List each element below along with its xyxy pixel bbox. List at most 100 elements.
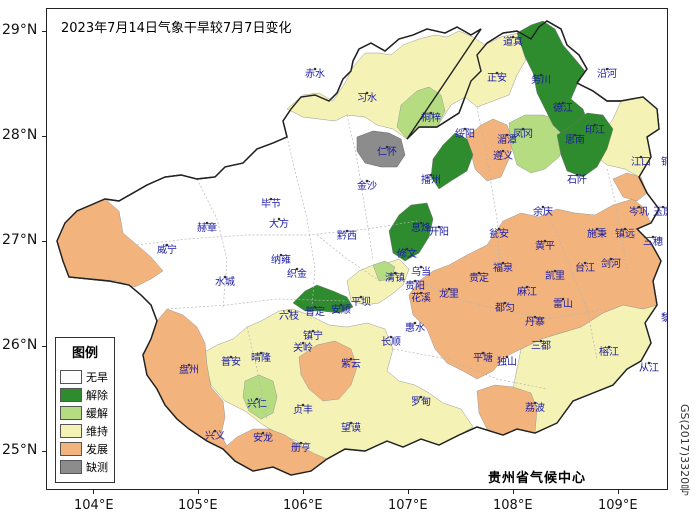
city-dot [277, 217, 281, 221]
city-label: 岑巩 [629, 206, 649, 218]
city-24: 岑巩 [629, 205, 649, 218]
city-dot [607, 345, 611, 349]
city-dot [623, 227, 627, 231]
city-32: 镇远 [615, 227, 635, 240]
city-dot [503, 301, 507, 305]
city-dot [437, 225, 441, 229]
city-label: 瓮安 [489, 227, 509, 240]
city-27: 大方 [269, 217, 289, 230]
city-label: 册亨 [291, 441, 311, 454]
city-dot [533, 315, 537, 319]
city-label: 都匀 [495, 302, 515, 314]
city-label: 纳雍 [271, 253, 291, 266]
lat-tick [42, 451, 46, 452]
city-label: 兴仁 [247, 398, 267, 410]
city-dot [349, 357, 353, 361]
city-dot [301, 403, 305, 407]
city-label: 织金 [287, 267, 307, 280]
city-label: 清镇 [385, 271, 405, 284]
city-label: 湄潭 [497, 134, 517, 146]
city-3: 沿河 [597, 67, 617, 80]
city-7: 绥阳 [455, 127, 475, 140]
city-dot [561, 101, 565, 105]
region-develop-east [408, 198, 662, 380]
city-78: 荔波 [525, 401, 545, 414]
city-48: 水城 [215, 275, 235, 288]
city-dot [389, 335, 393, 339]
city-label: 凤冈 [513, 128, 533, 140]
region-removed-kaiyang [388, 202, 434, 262]
city-57: 普定 [305, 305, 325, 318]
city-dot [213, 429, 217, 433]
city-label: 道真 [503, 35, 523, 48]
legend: 图例 无旱 解除 缓解 维持 发展 缺测 [55, 337, 115, 483]
city-dot [385, 145, 389, 149]
city-dot [413, 279, 417, 283]
city-dot [573, 133, 577, 137]
city-dot [647, 361, 651, 365]
legend-item-missing: 缺测 [60, 458, 114, 476]
legend-label: 缺测 [86, 461, 108, 474]
city-dot [651, 235, 655, 239]
city-dot [593, 123, 597, 127]
city-label: 关岭 [293, 341, 313, 354]
city-dot [561, 297, 565, 301]
city-dot [223, 275, 227, 279]
city-label: 晴隆 [251, 351, 271, 364]
lon-tick [93, 490, 94, 494]
city-label: 习水 [357, 92, 377, 104]
city-label: 安顺 [331, 303, 351, 316]
city-label: 罗甸 [411, 395, 431, 408]
city-20: 金沙 [357, 179, 377, 192]
city-label: 雷山 [553, 298, 573, 310]
city-dot [313, 67, 317, 71]
lon-label-108: 108°E [493, 498, 533, 513]
city-46: 剑河 [601, 257, 621, 270]
city-dot [295, 267, 299, 271]
city-dot [205, 221, 209, 225]
lat-tick [42, 346, 46, 347]
legend-label: 缓解 [86, 407, 108, 420]
city-25: 玉屏 [653, 205, 667, 218]
region-relief-zhenfeng [242, 374, 278, 420]
city-label: 普安 [221, 355, 241, 368]
city-41: 乌当 [411, 265, 431, 278]
city-37: 修文 [397, 247, 417, 260]
city-label: 荔波 [525, 401, 545, 414]
city-dot [553, 269, 557, 273]
city-label: 水城 [215, 276, 235, 288]
city-label: 乌当 [411, 265, 431, 278]
city-dot [301, 341, 305, 345]
city-77: 罗甸 [411, 395, 431, 408]
city-dot [543, 239, 547, 243]
city-50: 龙里 [439, 287, 459, 300]
city-label: 施秉 [587, 227, 607, 240]
city-28: 黔西 [337, 229, 357, 242]
city-44: 凯里 [545, 269, 565, 282]
guizhou-map: 道真正安务川沿河赤水习水桐梓绥阳凤冈德江思南印江松桃仁怀遵义湄潭江口铜仁石阡万山… [56, 20, 667, 476]
city-label: 紫云 [341, 358, 361, 370]
city-label: 长顺 [381, 336, 401, 348]
city-label: 桐梓 [421, 111, 441, 124]
city-81: 安龙 [253, 431, 273, 444]
legend-swatch [60, 406, 82, 420]
city-dot [533, 401, 537, 405]
city-dot [497, 227, 501, 231]
city-63: 镇宁 [303, 329, 323, 342]
city-40: 清镇 [385, 271, 405, 284]
city-label: 播州 [421, 173, 441, 186]
lat-label-25: 25°N [2, 442, 38, 458]
city-58: 安顺 [331, 303, 351, 316]
city-dot [609, 257, 613, 261]
city-70: 晴隆 [251, 351, 271, 364]
city-42: 开阳 [429, 225, 449, 238]
city-11: 印江 [585, 123, 605, 136]
city-label: 惠水 [405, 321, 425, 334]
city-43: 福泉 [493, 261, 513, 274]
city-label: 江口 [631, 156, 651, 168]
city-dot [521, 127, 525, 131]
city-dot [541, 205, 545, 209]
city-dot [419, 291, 423, 295]
map-frame: 道真正安务川沿河赤水习水桐梓绥阳凤冈德江思南印江松桃仁怀遵义湄潭江口铜仁石阡万山… [46, 8, 668, 490]
